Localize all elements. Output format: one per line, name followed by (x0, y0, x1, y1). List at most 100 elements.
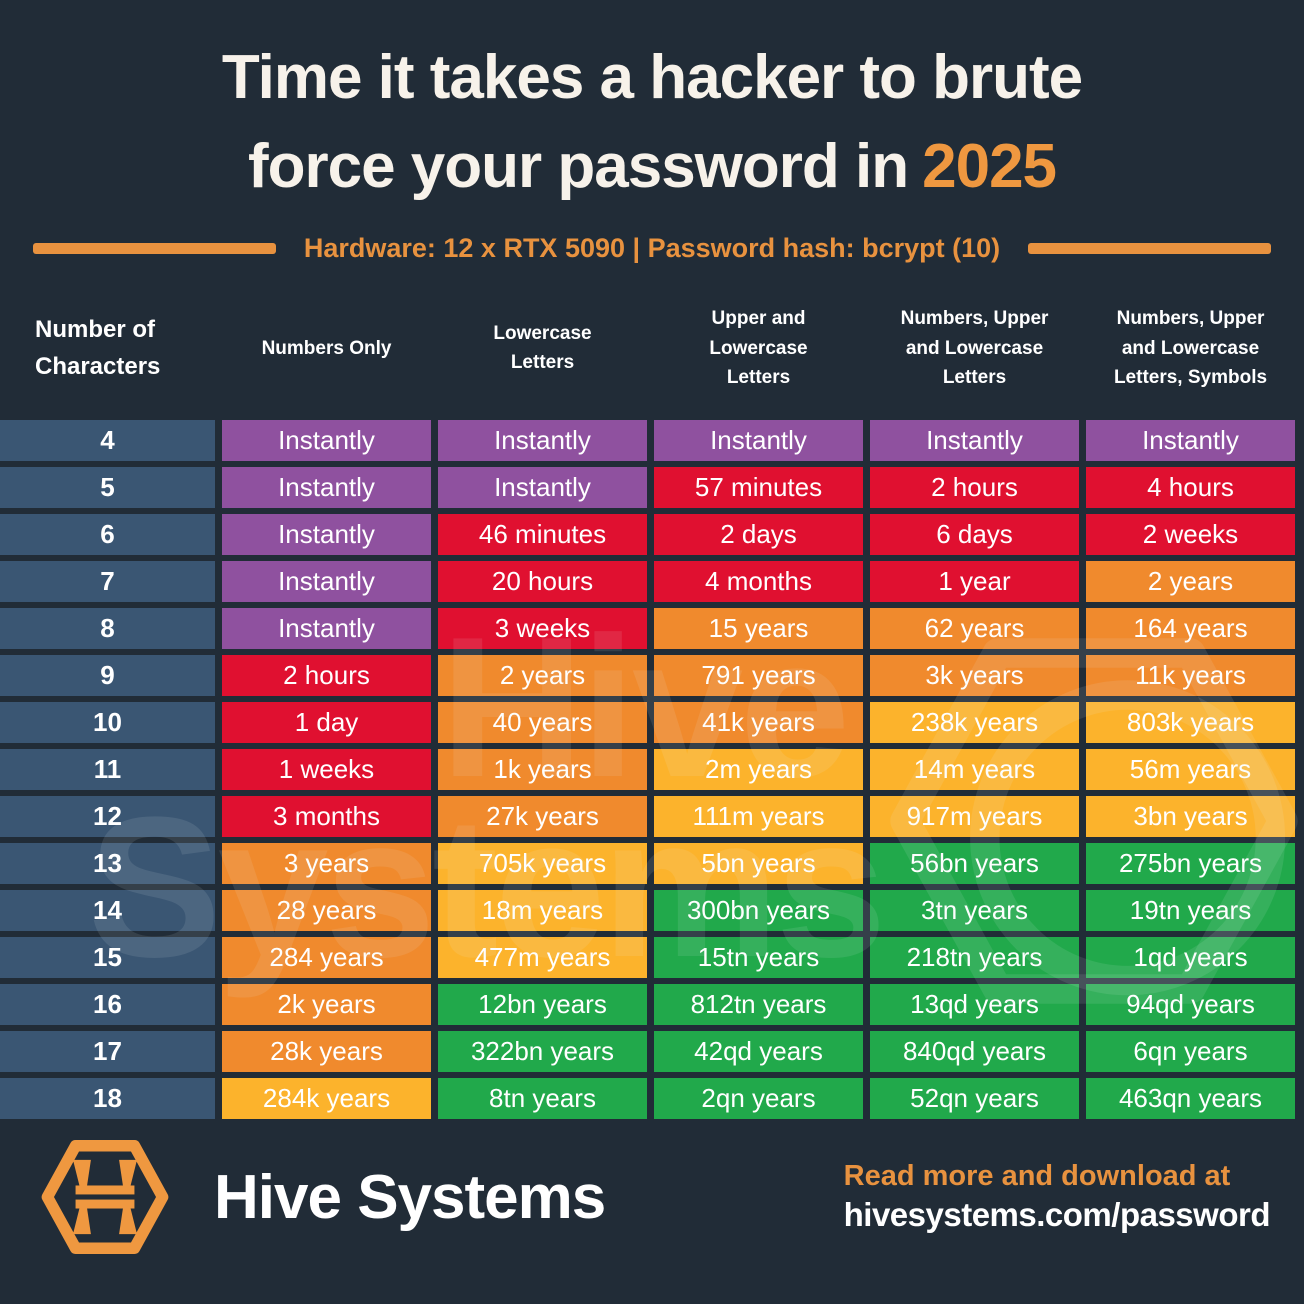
time-cell: 11k years (1086, 655, 1295, 697)
time-cell: 3 weeks (438, 608, 647, 650)
time-cell: 56bn years (870, 843, 1079, 885)
time-cell: 322bn years (438, 1031, 647, 1073)
time-cell: Instantly (222, 561, 431, 603)
page-title: Time it takes a hacker to brute force you… (40, 34, 1264, 211)
table-row: 14 28 years 18m years 300bn years 3tn years 1… (0, 890, 1304, 932)
column-header: Upper and Lowercase Letters (709, 308, 808, 389)
brand-name: Hive Systems (214, 1162, 606, 1232)
time-cell: Instantly (222, 514, 431, 556)
char-count-cell: 15 (0, 937, 215, 979)
title-line-2: force your password in (247, 131, 909, 201)
time-cell: 15tn years (654, 937, 863, 979)
time-cell: 6qn years (1086, 1031, 1295, 1073)
time-cell: 477m years (438, 937, 647, 979)
time-cell: 3 years (222, 843, 431, 885)
time-cell: 2 weeks (1086, 514, 1295, 556)
char-count-cell: 14 (0, 890, 215, 932)
time-cell: 300bn years (654, 890, 863, 932)
column-header: Numbers Only (261, 337, 392, 359)
time-cell: Instantly (438, 420, 647, 462)
time-cell: 94qd years (1086, 984, 1295, 1026)
char-count-cell: 5 (0, 467, 215, 509)
time-cell: Instantly (222, 467, 431, 509)
time-cell: 812tn years (654, 984, 863, 1026)
time-cell: Instantly (870, 420, 1079, 462)
time-cell: 164 years (1086, 608, 1295, 650)
time-cell: 284 years (222, 937, 431, 979)
time-cell: 52qn years (870, 1078, 1079, 1120)
table-row: 6 Instantly 46 minutes 2 days 6 days 2 weeks (0, 514, 1304, 556)
char-count-cell: 17 (0, 1031, 215, 1073)
char-count-cell: 18 (0, 1078, 215, 1120)
char-count-cell: 13 (0, 843, 215, 885)
time-cell: 40 years (438, 702, 647, 744)
char-count-cell: 11 (0, 749, 215, 791)
time-cell: 15 years (654, 608, 863, 650)
time-cell: 2 days (654, 514, 863, 556)
char-count-cell: 7 (0, 561, 215, 603)
time-cell: 1qd years (1086, 937, 1295, 979)
time-cell: 28k years (222, 1031, 431, 1073)
time-cell: 1 day (222, 702, 431, 744)
time-cell: 4 hours (1086, 467, 1295, 509)
time-cell: 20 hours (438, 561, 647, 603)
column-header: Numbers, Upper and Lowercase Letters, Sy… (1113, 308, 1268, 389)
time-cell: 917m years (870, 796, 1079, 838)
column-header: Lowercase Letters (493, 322, 592, 374)
time-cell: 19tn years (1086, 890, 1295, 932)
time-cell: 275bn years (1086, 843, 1295, 885)
char-count-cell: 6 (0, 514, 215, 556)
time-cell: 2 hours (222, 655, 431, 697)
char-count-cell: 9 (0, 655, 215, 697)
table-row: 7 Instantly 20 hours 4 months 1 year 2 years (0, 561, 1304, 603)
column-header: Numbers, Upper and Lowercase Letters (900, 308, 1049, 389)
time-cell: 2 years (438, 655, 647, 697)
table-row: 16 2k years 12bn years 812tn years 13qd year… (0, 984, 1304, 1026)
time-cell: 57 minutes (654, 467, 863, 509)
time-cell: 2m years (654, 749, 863, 791)
time-cell: Instantly (222, 420, 431, 462)
time-cell: 705k years (438, 843, 647, 885)
table-row: 10 1 day 40 years 41k years 238k years 803k y… (0, 702, 1304, 744)
time-cell: Instantly (438, 467, 647, 509)
table-row: 5 Instantly Instantly 57 minutes 2 hours 4 ho… (0, 467, 1304, 509)
time-cell: 803k years (1086, 702, 1295, 744)
time-cell: 27k years (438, 796, 647, 838)
time-cell: Instantly (1086, 420, 1295, 462)
time-cell: 12bn years (438, 984, 647, 1026)
footer: Hive Systems Read more and download at h… (0, 1133, 1304, 1261)
time-cell: 3k years (870, 655, 1079, 697)
time-cell: 13qd years (870, 984, 1079, 1026)
column-header: Number of Characters (35, 316, 161, 381)
time-cell: 2k years (222, 984, 431, 1026)
time-cell: 56m years (1086, 749, 1295, 791)
footer-cta: Read more and download at hivesystems.co… (843, 1160, 1271, 1234)
time-cell: 218tn years (870, 937, 1079, 979)
char-count-cell: 16 (0, 984, 215, 1026)
time-cell: 62 years (870, 608, 1079, 650)
title-line-1: Time it takes a hacker to brute (221, 43, 1083, 112)
time-cell: 6 days (870, 514, 1079, 556)
time-cell: 1 weeks (222, 749, 431, 791)
time-cell: 5bn years (654, 843, 863, 885)
time-cell: Instantly (654, 420, 863, 462)
table-row: 18 284k years 8tn years 2qn years 52qn years… (0, 1078, 1304, 1120)
subtitle-text: Hardware: 12 x RTX 5090 | Password hash:… (303, 233, 1001, 264)
time-cell: 791 years (654, 655, 863, 697)
time-cell: Instantly (222, 608, 431, 650)
table-row: 12 3 months 27k years 111m years 917m years 3… (0, 796, 1304, 838)
table-row: 11 1 weeks 1k years 2m years 14m years 56m ye… (0, 749, 1304, 791)
time-cell: 3 months (222, 796, 431, 838)
time-cell: 18m years (438, 890, 647, 932)
table-row: 4 Instantly Instantly Instantly Instantly Ins… (0, 420, 1304, 462)
table-row: 15 284 years 477m years 15tn years 218tn yea… (0, 937, 1304, 979)
char-count-cell: 10 (0, 702, 215, 744)
time-cell: 840qd years (870, 1031, 1079, 1073)
time-cell: 28 years (222, 890, 431, 932)
table-row: 13 3 years 705k years 5bn years 56bn years 27… (0, 843, 1304, 885)
footer-cta-text: Read more and download at (843, 1160, 1231, 1193)
time-cell: 42qd years (654, 1031, 863, 1073)
time-cell: 4 months (654, 561, 863, 603)
